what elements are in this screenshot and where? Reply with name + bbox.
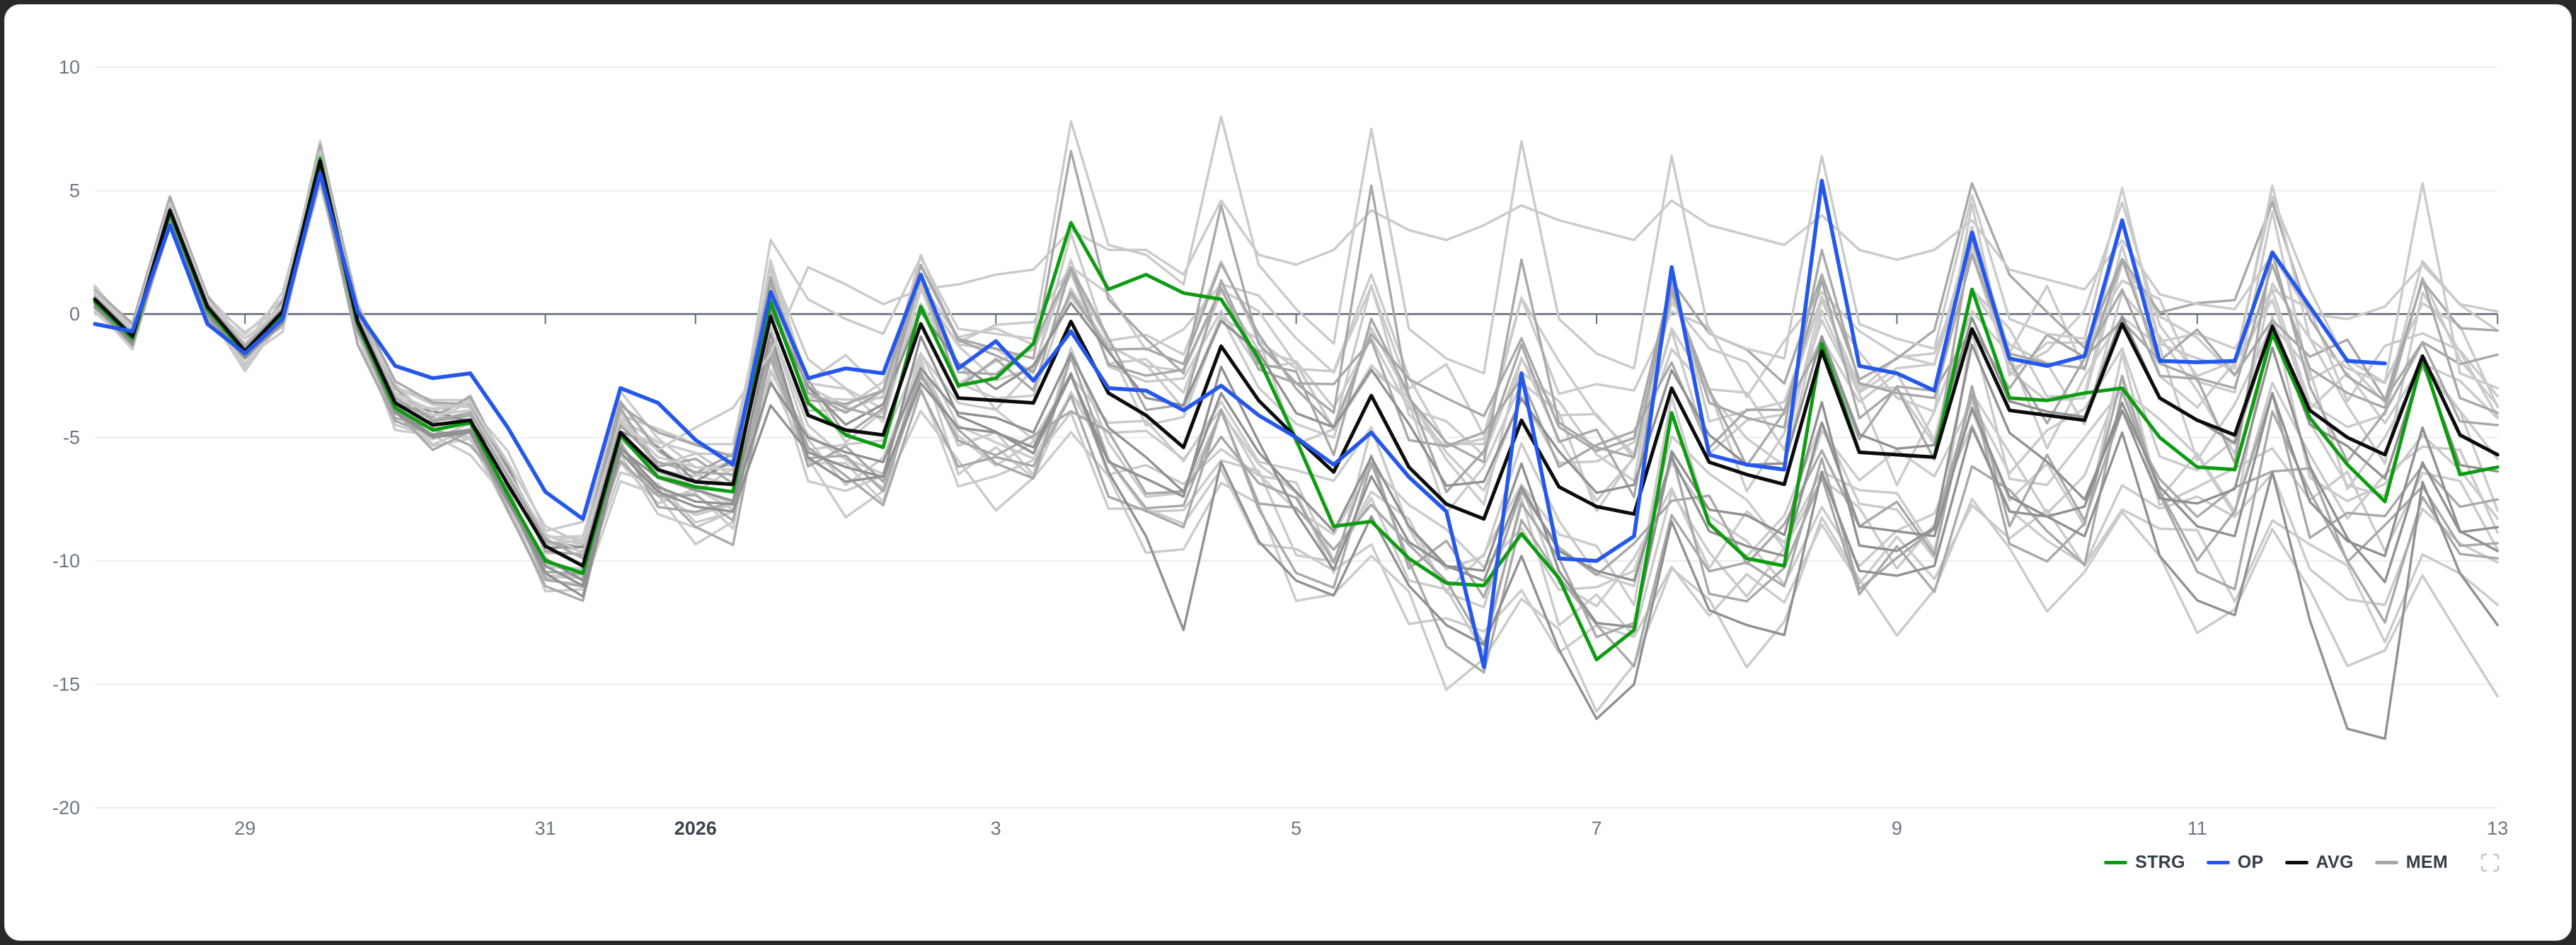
x-tick-label: 11 xyxy=(2187,818,2207,839)
chart-legend: STRG OP AVG MEM xyxy=(2104,845,2500,879)
x-tick-label: 29 xyxy=(234,818,255,839)
y-tick-label: -10 xyxy=(52,550,80,572)
member-line xyxy=(93,167,2499,721)
legend-item-strg[interactable]: STRG xyxy=(2104,852,2185,873)
legend-item-op[interactable]: OP xyxy=(2206,852,2264,873)
y-tick-label: -5 xyxy=(63,427,80,448)
x-tick-label: 9 xyxy=(1892,818,1902,839)
chart-card: 10 5 0 -5 -10 -15 -20 29 31 2026 3 5 7 9 11 13 STRG OP … xyxy=(4,4,2572,941)
mem-line-marker-icon xyxy=(2374,860,2398,864)
legend-label-avg: AVG xyxy=(2316,852,2354,872)
legend-label-strg: STRG xyxy=(2135,852,2185,872)
strg-line-marker-icon xyxy=(2104,860,2128,864)
legend-label-mem: MEM xyxy=(2405,852,2448,872)
legend-item-mem[interactable]: MEM xyxy=(2374,852,2448,873)
legend-item-avg[interactable]: AVG xyxy=(2284,852,2354,873)
y-tick-label: 10 xyxy=(59,57,80,78)
op-line-marker-icon xyxy=(2206,860,2230,864)
member-line xyxy=(93,144,2499,549)
member-line xyxy=(93,164,2499,606)
member-line xyxy=(93,150,2499,560)
fullscreen-icon xyxy=(2480,853,2499,871)
op-line xyxy=(93,171,2387,669)
y-tick-label: 5 xyxy=(69,180,80,202)
fullscreen-button[interactable] xyxy=(2479,852,2500,873)
avg-line-marker-icon xyxy=(2284,860,2308,864)
x-tick-label: 5 xyxy=(1291,818,1301,839)
x-tick-label-year: 2026 xyxy=(674,818,717,839)
y-tick-label: -15 xyxy=(52,674,80,695)
legend-label-op: OP xyxy=(2237,852,2264,872)
y-axis-labels: 10 5 0 -5 -10 -15 -20 xyxy=(52,57,80,818)
member-line xyxy=(93,115,2499,555)
y-tick-label: 0 xyxy=(69,303,80,325)
ensemble-line-chart: 10 5 0 -5 -10 -15 -20 29 31 2026 3 5 7 9 11 13 xyxy=(52,57,2508,839)
x-axis: 29 31 2026 3 5 7 9 11 13 xyxy=(234,314,2508,839)
x-tick-label: 3 xyxy=(991,818,1001,839)
x-tick-label: 31 xyxy=(535,818,556,839)
member-line xyxy=(93,164,2499,740)
x-tick-label: 7 xyxy=(1591,818,1602,839)
y-tick-label: -20 xyxy=(52,797,80,818)
member-line xyxy=(93,152,2499,545)
x-tick-label: 13 xyxy=(2487,818,2508,839)
